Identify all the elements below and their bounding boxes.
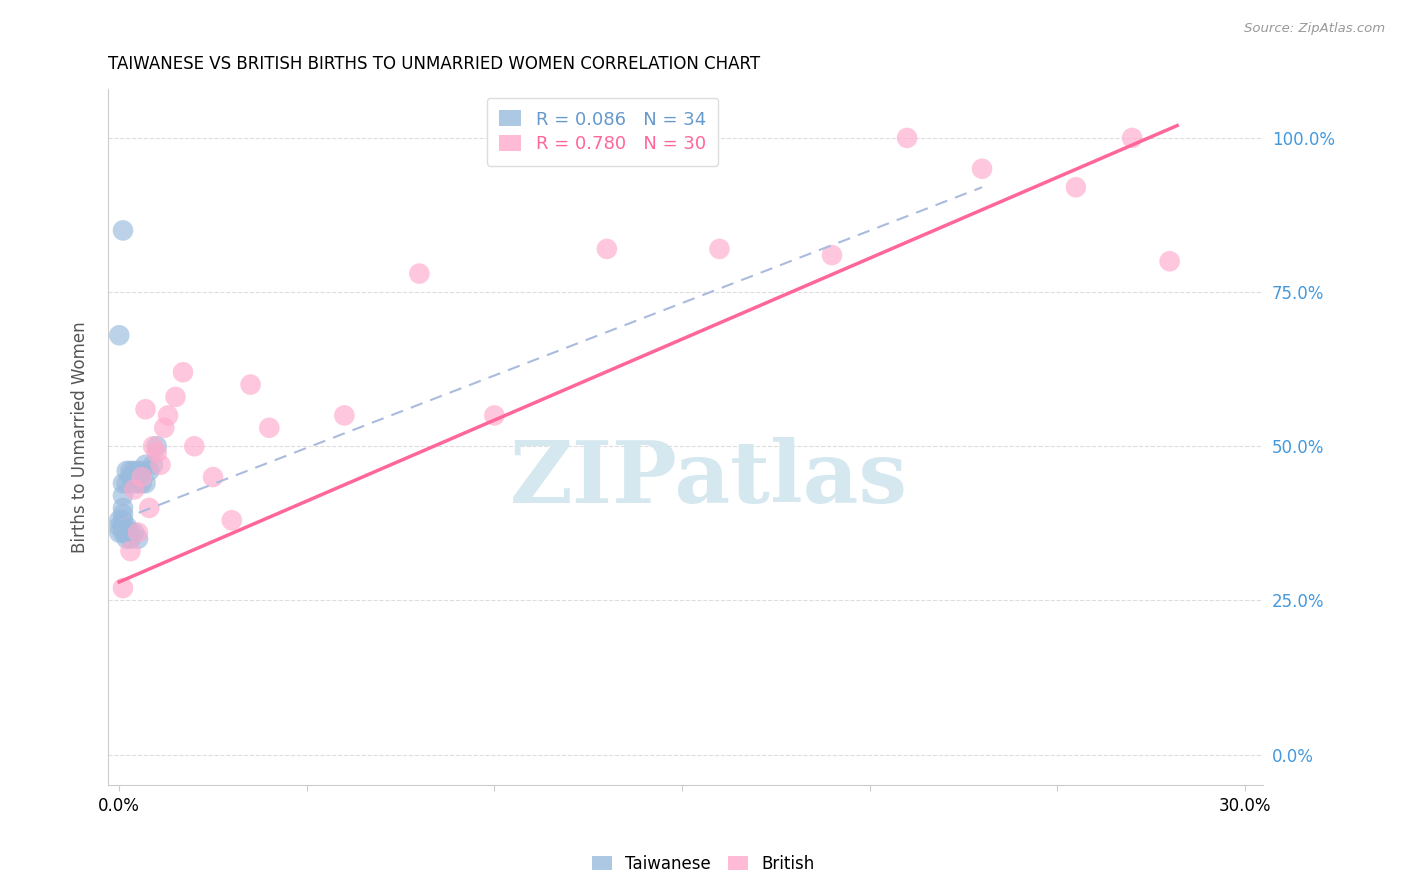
Point — [115, 464, 138, 478]
Point — [120, 525, 142, 540]
Point — [221, 513, 243, 527]
Point — [127, 476, 149, 491]
Point — [131, 464, 153, 478]
Legend: Taiwanese, British: Taiwanese, British — [585, 848, 821, 880]
Point — [111, 500, 134, 515]
Point — [202, 470, 225, 484]
Point — [970, 161, 993, 176]
Point — [111, 223, 134, 237]
Point — [108, 519, 131, 533]
Point — [122, 525, 145, 540]
Point — [259, 421, 281, 435]
Point — [108, 525, 131, 540]
Point — [142, 458, 165, 472]
Point — [111, 525, 134, 540]
Legend: R = 0.086   N = 34, R = 0.780   N = 30: R = 0.086 N = 34, R = 0.780 N = 30 — [486, 97, 718, 166]
Point — [122, 464, 145, 478]
Point — [153, 421, 176, 435]
Point — [127, 464, 149, 478]
Point — [115, 532, 138, 546]
Point — [122, 476, 145, 491]
Point — [138, 464, 160, 478]
Point — [111, 513, 134, 527]
Point — [156, 409, 179, 423]
Point — [115, 476, 138, 491]
Point — [111, 489, 134, 503]
Point — [131, 476, 153, 491]
Point — [134, 458, 156, 472]
Point — [145, 445, 167, 459]
Point — [333, 409, 356, 423]
Point — [896, 131, 918, 145]
Text: TAIWANESE VS BRITISH BIRTHS TO UNMARRIED WOMEN CORRELATION CHART: TAIWANESE VS BRITISH BIRTHS TO UNMARRIED… — [108, 55, 761, 73]
Point — [1159, 254, 1181, 268]
Point — [111, 519, 134, 533]
Point — [120, 470, 142, 484]
Point — [120, 464, 142, 478]
Point — [165, 390, 187, 404]
Text: Source: ZipAtlas.com: Source: ZipAtlas.com — [1244, 22, 1385, 36]
Point — [115, 525, 138, 540]
Point — [172, 365, 194, 379]
Point — [127, 525, 149, 540]
Point — [145, 439, 167, 453]
Point — [111, 476, 134, 491]
Point — [111, 507, 134, 521]
Point — [821, 248, 844, 262]
Point — [111, 581, 134, 595]
Text: ZIPatlas: ZIPatlas — [510, 437, 908, 521]
Point — [596, 242, 619, 256]
Point — [134, 476, 156, 491]
Point — [138, 500, 160, 515]
Point — [709, 242, 731, 256]
Point — [120, 532, 142, 546]
Point — [142, 439, 165, 453]
Point — [149, 458, 172, 472]
Point — [183, 439, 205, 453]
Point — [1064, 180, 1087, 194]
Point — [120, 544, 142, 558]
Point — [484, 409, 506, 423]
Point — [239, 377, 262, 392]
Point — [115, 519, 138, 533]
Point — [131, 470, 153, 484]
Y-axis label: Births to Unmarried Women: Births to Unmarried Women — [72, 321, 89, 553]
Point — [108, 328, 131, 343]
Point — [127, 532, 149, 546]
Point — [408, 267, 430, 281]
Point — [122, 483, 145, 497]
Point — [108, 513, 131, 527]
Point — [134, 402, 156, 417]
Point — [1121, 131, 1143, 145]
